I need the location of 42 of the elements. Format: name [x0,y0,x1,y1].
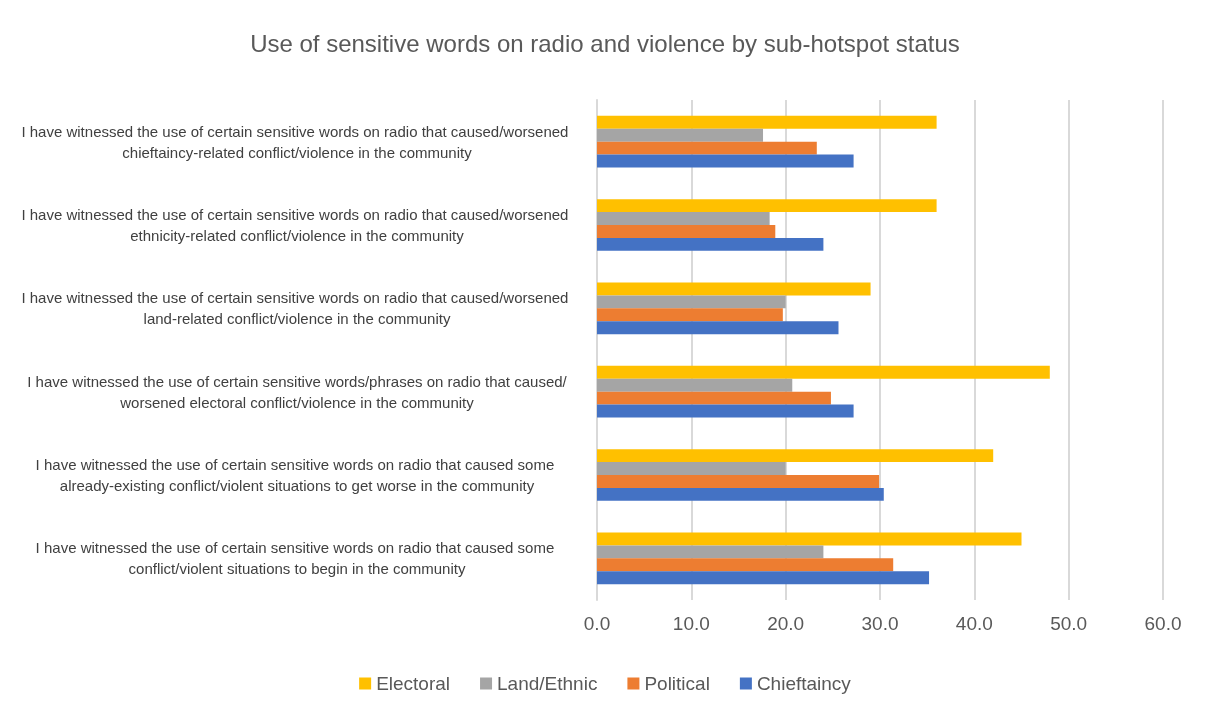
y-tick-label: I have witnessed the use of certain sensitive words/phrases on radio that caused/worsened electoral conflict/violence in the community [27,372,568,411]
bar [597,475,880,488]
x-tick-label: 30.0 [861,613,899,634]
bar [597,308,783,322]
bar [597,391,831,405]
y-tick-label: I have witnessed the use of certain sensitive words on radio that caused some conflict/violent situations to begin in the community [35,539,559,578]
bar [597,571,930,585]
bar [597,532,1022,546]
bar [597,545,824,559]
y-tick-label: I have witnessed the use of certain sensitive words on radio that caused/worsened land-related conflict/violence in the community [21,289,573,328]
x-tick-label: 0.0 [583,613,611,634]
legend-label: Land/Ethnic [497,673,598,694]
bar [597,321,839,335]
legend-label: Political [644,673,710,694]
bar [597,449,994,463]
x-tick-label: 50.0 [1050,613,1088,634]
x-tick-label: 10.0 [672,613,710,634]
x-tick-label: 40.0 [955,613,993,634]
bar [597,487,884,501]
y-tick-label: I have witnessed the use of certain sensitive words on radio that caused/worsened chieftaincy-related conflict/violence in the community [21,122,573,161]
y-tick-label: I have witnessed the use of certain sensitive words on radio that caused/worsened ethnicity-related conflict/violence in the community [21,206,573,244]
bar [597,404,854,418]
bar [597,462,786,475]
bar [597,199,937,213]
x-tick-label: 20.0 [767,613,805,634]
legend-label: Electoral [376,673,451,694]
bar [597,295,786,309]
chart-title: Use of sensitive words on radio and violence by sub-hotspot status [250,29,960,57]
bar [597,378,793,392]
bar [597,212,770,225]
bar [597,365,1050,379]
bar [597,558,894,572]
legend-label: Chieftaincy [756,673,852,694]
y-tick-label: I have witnessed the use of certain sensitive words on radio that caused some already-existing conflict/violent situations to get worse in the community [35,456,559,494]
x-tick-label: 60.0 [1144,613,1182,634]
bar [597,225,776,238]
bar [597,141,817,155]
bar [597,128,764,142]
bar [597,282,871,296]
bar [597,154,854,168]
bar [597,115,937,129]
bar [597,237,824,251]
